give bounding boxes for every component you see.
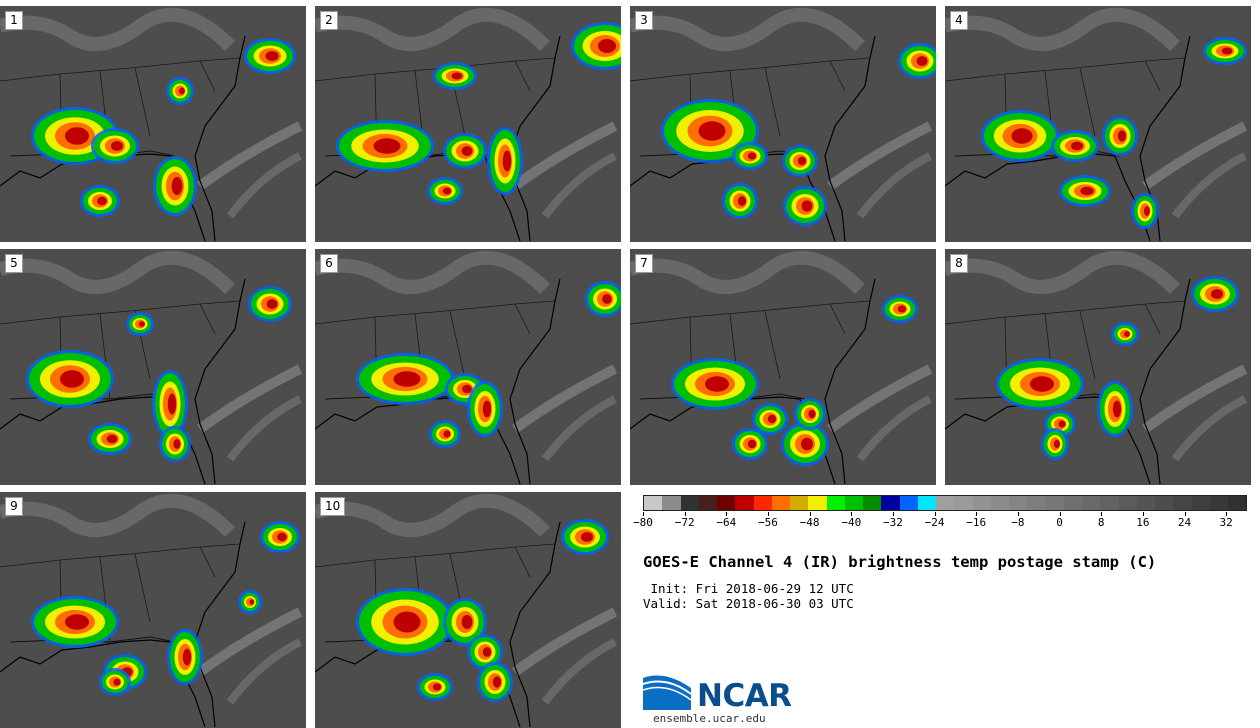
colorbar-swatch [698,496,717,510]
tick-mark [1059,512,1061,516]
panel-number: 9 [5,497,23,516]
panel-number: 5 [5,254,23,273]
colorbar-swatch [881,496,900,510]
colorbar-swatch [917,496,936,510]
colorbar-swatch [717,496,736,510]
tick-label: −8 [1011,516,1025,529]
panel-number: 4 [950,11,968,30]
colorbar-swatch [899,496,918,510]
map-panel: 8 [945,249,1251,485]
ncar-logo-icon [643,675,692,710]
panel-number: 1 [5,11,23,30]
map-panel: 6 [315,249,621,485]
init-time: Init: Fri 2018-06-29 12 UTC [643,581,854,596]
tick-label: 24 [1177,516,1192,529]
colorbar-swatch [936,496,955,510]
colorbar [643,495,1247,511]
colorbar-swatch [1191,496,1210,510]
colorbar-swatch [771,496,790,510]
tick-mark [809,512,811,516]
map-panel: 3 [630,6,936,242]
colorbar-swatch [1063,496,1082,510]
colorbar-swatch [644,496,663,510]
tick-mark [1184,512,1186,516]
logo-name: NCAR [697,678,792,714]
panel-number: 8 [950,254,968,273]
tick-mark [684,512,686,516]
tick-mark [851,512,853,516]
tick-label: −48 [799,516,820,529]
colorbar-swatch [680,496,699,510]
tick-mark [726,512,728,516]
colorbar-swatch [1173,496,1192,510]
tick-label: −24 [924,516,945,529]
tick-mark [1226,512,1228,516]
colorbar-swatch [1009,496,1028,510]
colorbar-swatch [790,496,809,510]
tick-label: −56 [758,516,778,529]
colorbar-swatch [1082,496,1101,510]
panel-number: 2 [320,11,338,30]
tick-mark [1101,512,1103,516]
panel-number: 6 [320,254,338,273]
colorbar-swatch [1027,496,1046,510]
tick-mark [643,512,644,516]
tick-mark [892,512,894,516]
colorbar-swatch [753,496,772,510]
colorbar-swatch [1045,496,1064,510]
map-panel: 1 [0,6,306,242]
logo-url: ensemble.ucar.edu [653,712,766,725]
colorbar-swatch [863,496,882,510]
colorbar-swatch [954,496,973,510]
panel-number: 3 [635,11,653,30]
panel-number: 7 [635,254,653,273]
map-panel: 5 [0,249,306,485]
tick-label: −16 [966,516,987,529]
tick-mark [1017,512,1019,516]
figure-title: GOES-E Channel 4 (IR) brightness temp po… [643,553,1157,571]
tick-label: 8 [1097,516,1105,529]
tick-mark [1142,512,1144,516]
tick-mark [976,512,978,516]
map-panel: 10 [315,492,621,728]
tick-mark [934,512,936,516]
map-panel: 7 [630,249,936,485]
colorbar-swatch [1136,496,1155,510]
tick-label: −64 [716,516,737,529]
map-panel: 4 [945,6,1251,242]
colorbar-swatch [844,496,863,510]
map-panel: 2 [315,6,621,242]
tick-label: −80 [633,516,653,529]
colorbar-swatch [1155,496,1174,510]
colorbar-swatch [808,496,827,510]
colorbar-swatch [990,496,1009,510]
tick-mark [767,512,769,516]
tick-label: −40 [841,516,862,529]
panel-number: 10 [320,497,346,516]
colorbar-swatch [826,496,845,510]
colorbar-swatch [1118,496,1137,510]
colorbar-swatch [1100,496,1119,510]
colorbar-swatch [1209,496,1228,510]
tick-label: 16 [1136,516,1150,529]
colorbar-swatch [735,496,754,510]
tick-label: 32 [1219,516,1233,529]
tick-label: −32 [882,516,903,529]
tick-label: 0 [1056,516,1063,529]
colorbar-swatch [972,496,991,510]
colorbar-swatch [662,496,681,510]
colorbar-ticks: −80 −72 −64 −56 −48 −40 −32 −24 −16 −8 0 8 16 24 32 [633,512,1247,532]
tick-label: −72 [674,516,695,529]
valid-time: Valid: Sat 2018-06-30 03 UTC [643,596,854,611]
map-panel: 9 [0,492,306,728]
colorbar-swatch [1228,496,1247,510]
